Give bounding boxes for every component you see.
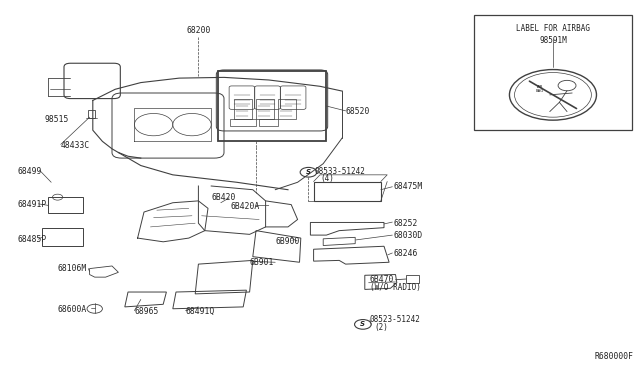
Text: 68520: 68520 xyxy=(346,107,370,116)
Text: 6B901: 6B901 xyxy=(250,258,274,267)
Text: (2): (2) xyxy=(374,323,388,332)
Bar xyxy=(278,99,296,119)
Text: 68200: 68200 xyxy=(186,26,211,35)
Text: 68246: 68246 xyxy=(394,249,418,258)
Text: 68475M: 68475M xyxy=(394,182,423,191)
Text: 68499: 68499 xyxy=(18,167,42,176)
Text: BAG: BAG xyxy=(536,89,544,93)
Bar xyxy=(256,99,274,119)
Text: 68491Q: 68491Q xyxy=(186,307,215,316)
Text: 6B900: 6B900 xyxy=(275,237,300,246)
Text: AIR: AIR xyxy=(537,86,543,89)
Text: 98515: 98515 xyxy=(45,115,69,124)
Bar xyxy=(230,119,256,126)
Text: 6B420A: 6B420A xyxy=(230,202,260,211)
Text: 68600A: 68600A xyxy=(58,305,87,314)
Text: 48433C: 48433C xyxy=(61,141,90,150)
Text: 6B420: 6B420 xyxy=(211,193,236,202)
Bar xyxy=(474,15,632,130)
Text: (4): (4) xyxy=(320,174,334,183)
Bar xyxy=(218,71,326,141)
Text: 08523-51242: 08523-51242 xyxy=(370,315,420,324)
Text: 68106M: 68106M xyxy=(58,264,87,273)
Bar xyxy=(88,110,95,118)
Text: 68485P: 68485P xyxy=(18,235,47,244)
Text: 68491P: 68491P xyxy=(18,200,47,209)
Bar xyxy=(42,228,83,246)
Text: 68030D: 68030D xyxy=(394,231,423,240)
Bar xyxy=(314,182,381,201)
Bar xyxy=(234,99,252,119)
Text: 6B470: 6B470 xyxy=(370,275,394,284)
Text: 68252: 68252 xyxy=(394,219,418,228)
Text: 98591M: 98591M xyxy=(539,36,567,45)
Text: 08533-51242: 08533-51242 xyxy=(315,167,365,176)
Bar xyxy=(259,119,278,126)
Text: 68965: 68965 xyxy=(134,307,159,316)
Text: (W/O RADIO): (W/O RADIO) xyxy=(370,283,420,292)
Text: LABEL FOR AIRBAG: LABEL FOR AIRBAG xyxy=(516,24,590,33)
Text: S: S xyxy=(360,321,365,327)
Bar xyxy=(48,197,83,213)
Bar xyxy=(406,275,419,283)
Text: S: S xyxy=(306,169,311,175)
Text: R680000F: R680000F xyxy=(595,352,634,361)
